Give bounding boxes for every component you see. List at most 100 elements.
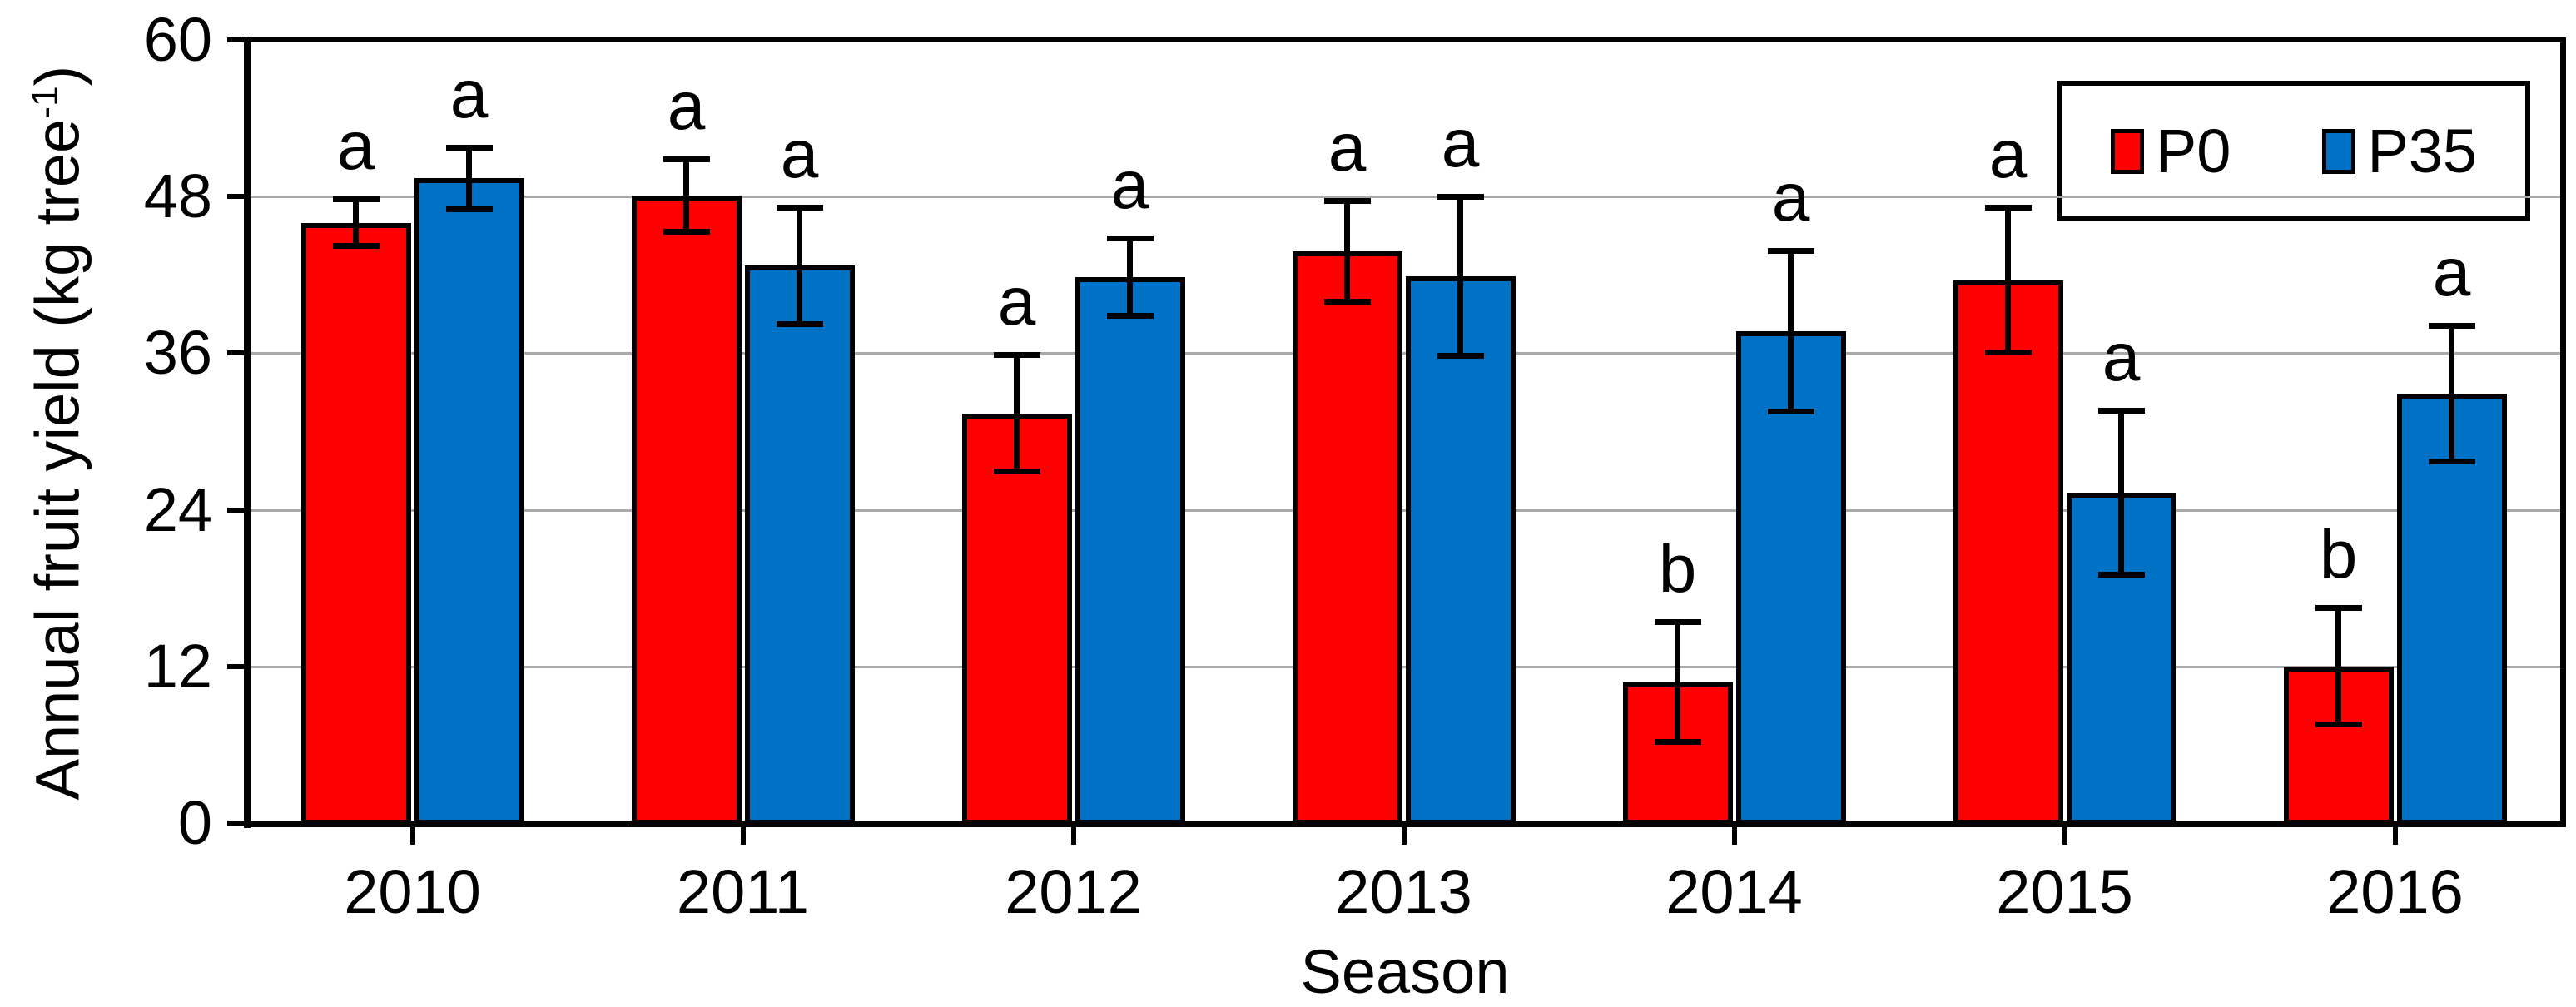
y-tick-label: 24 [143, 474, 212, 544]
x-tick-label: 2015 [1996, 857, 2133, 926]
plot-top-border [244, 37, 2565, 42]
error-bar-cap-top [332, 196, 380, 203]
error-bar-cap-top [663, 156, 710, 162]
x-tick [2392, 827, 2398, 845]
x-tick-label: 2013 [1335, 857, 1472, 926]
gridline [247, 196, 2560, 199]
error-bar-line [683, 158, 689, 232]
y-tick-label: 36 [143, 318, 212, 388]
legend: P0 P35 [2057, 81, 2530, 221]
sig-letter-p35-2016: a [2432, 235, 2471, 311]
sig-letter-p0-2010: a [336, 108, 375, 185]
error-bar-line [1788, 250, 1794, 412]
error-bar-line [1014, 354, 1020, 473]
x-tick [1070, 827, 1076, 845]
legend-swatch-p35 [2322, 128, 2356, 174]
error-bar-cap-bottom [1767, 408, 1814, 414]
error-bar-cap-top [1437, 194, 1484, 201]
sig-letter-p35-2010: a [449, 56, 489, 132]
y-tick-label: 48 [143, 161, 212, 231]
y-tick [227, 507, 245, 513]
bar-p35-2016 [2396, 394, 2507, 825]
error-bar-cap-bottom [2097, 572, 2145, 578]
error-bar-line [2005, 206, 2011, 354]
error-bar-cap-top [1323, 197, 1371, 204]
error-bar-cap-top [2315, 605, 2362, 612]
legend-label-p0: P0 [2155, 116, 2231, 186]
error-bar-cap-bottom [2315, 722, 2362, 728]
bar-p35-2015 [2066, 493, 2176, 825]
sig-letter-p35-2014: a [1771, 159, 1810, 236]
sig-letter-p0-2016: b [2319, 517, 2358, 593]
bar-p35-2013 [1405, 275, 1516, 825]
y-tick-label: 12 [143, 631, 212, 701]
bar-p35-2010 [414, 178, 524, 825]
error-bar-cap-bottom [776, 320, 823, 327]
plot-right-border [2560, 37, 2566, 827]
bar-p0-2010 [300, 222, 411, 825]
x-tick [409, 827, 415, 845]
x-axis-title: Season [1300, 937, 1510, 1006]
error-bar-line [797, 206, 802, 325]
legend-swatch-p0 [2110, 128, 2144, 174]
error-bar-cap-top [1767, 247, 1814, 254]
error-bar-cap-bottom [663, 228, 710, 235]
error-bar-cap-top [993, 351, 1040, 358]
legend-label-p35: P35 [2367, 116, 2478, 186]
sig-letter-p35-2015: a [2102, 320, 2141, 396]
y-tick [227, 350, 245, 356]
error-bar-line [2449, 325, 2454, 462]
error-bar-cap-top [2097, 408, 2145, 414]
sig-letter-p0-2014: b [1658, 531, 1697, 608]
error-bar-cap-bottom [1437, 352, 1484, 359]
y-tick [227, 821, 245, 826]
error-bar-cap-bottom [1106, 313, 1154, 320]
sig-letter-p0-2012: a [997, 263, 1036, 340]
sig-letter-p0-2011: a [667, 67, 706, 144]
gridline [247, 508, 2560, 512]
x-tick-label: 2012 [1005, 857, 1142, 926]
error-bar-cap-bottom [1654, 738, 1701, 745]
error-bar-line [1457, 196, 1463, 356]
bar-p0-2013 [1292, 251, 1402, 825]
bar-p0-2015 [1953, 280, 2063, 825]
error-bar-cap-top [445, 144, 493, 151]
error-bar-cap-bottom [1323, 299, 1371, 305]
error-bar-line [1675, 622, 1680, 742]
y-tick-label: 0 [177, 788, 212, 857]
legend-item-p0: P0 [2110, 116, 2231, 186]
sig-letter-p35-2012: a [1110, 147, 1149, 224]
error-bar-cap-bottom [993, 469, 1040, 475]
error-bar-line [2118, 410, 2124, 576]
error-bar-cap-bottom [445, 206, 493, 212]
y-tick [227, 663, 245, 669]
y-tick [227, 37, 245, 42]
error-bar-line [1127, 238, 1133, 317]
y-tick [227, 194, 245, 200]
x-tick [1731, 827, 1737, 845]
x-axis-line [244, 821, 2565, 827]
bar-p0-2012 [961, 413, 1072, 825]
x-tick [2062, 827, 2067, 845]
error-bar-line [2335, 608, 2341, 726]
sig-letter-p0-2015: a [1988, 116, 2028, 192]
y-axis-title: Annual fruit yield (kg tree-1) [7, 33, 92, 832]
gridline [247, 665, 2560, 668]
x-tick-label: 2014 [1665, 857, 1803, 926]
y-axis-title-superscript: -1 [25, 86, 66, 119]
x-tick-label: 2010 [344, 857, 481, 926]
x-tick-label: 2011 [676, 857, 810, 926]
error-bar-line [466, 146, 472, 210]
y-tick-label: 60 [143, 5, 212, 74]
error-bar-cap-bottom [1984, 350, 2032, 356]
error-bar-line [1344, 200, 1350, 303]
sig-letter-p35-2011: a [780, 116, 819, 192]
bar-p35-2012 [1075, 277, 1185, 825]
y-axis-line [244, 37, 251, 828]
error-bar-cap-top [1106, 236, 1154, 242]
error-bar-cap-top [776, 204, 823, 211]
x-tick [740, 827, 746, 845]
error-bar-cap-top [1984, 204, 2032, 211]
bar-p35-2011 [744, 265, 855, 825]
x-tick-label: 2016 [2326, 857, 2464, 926]
